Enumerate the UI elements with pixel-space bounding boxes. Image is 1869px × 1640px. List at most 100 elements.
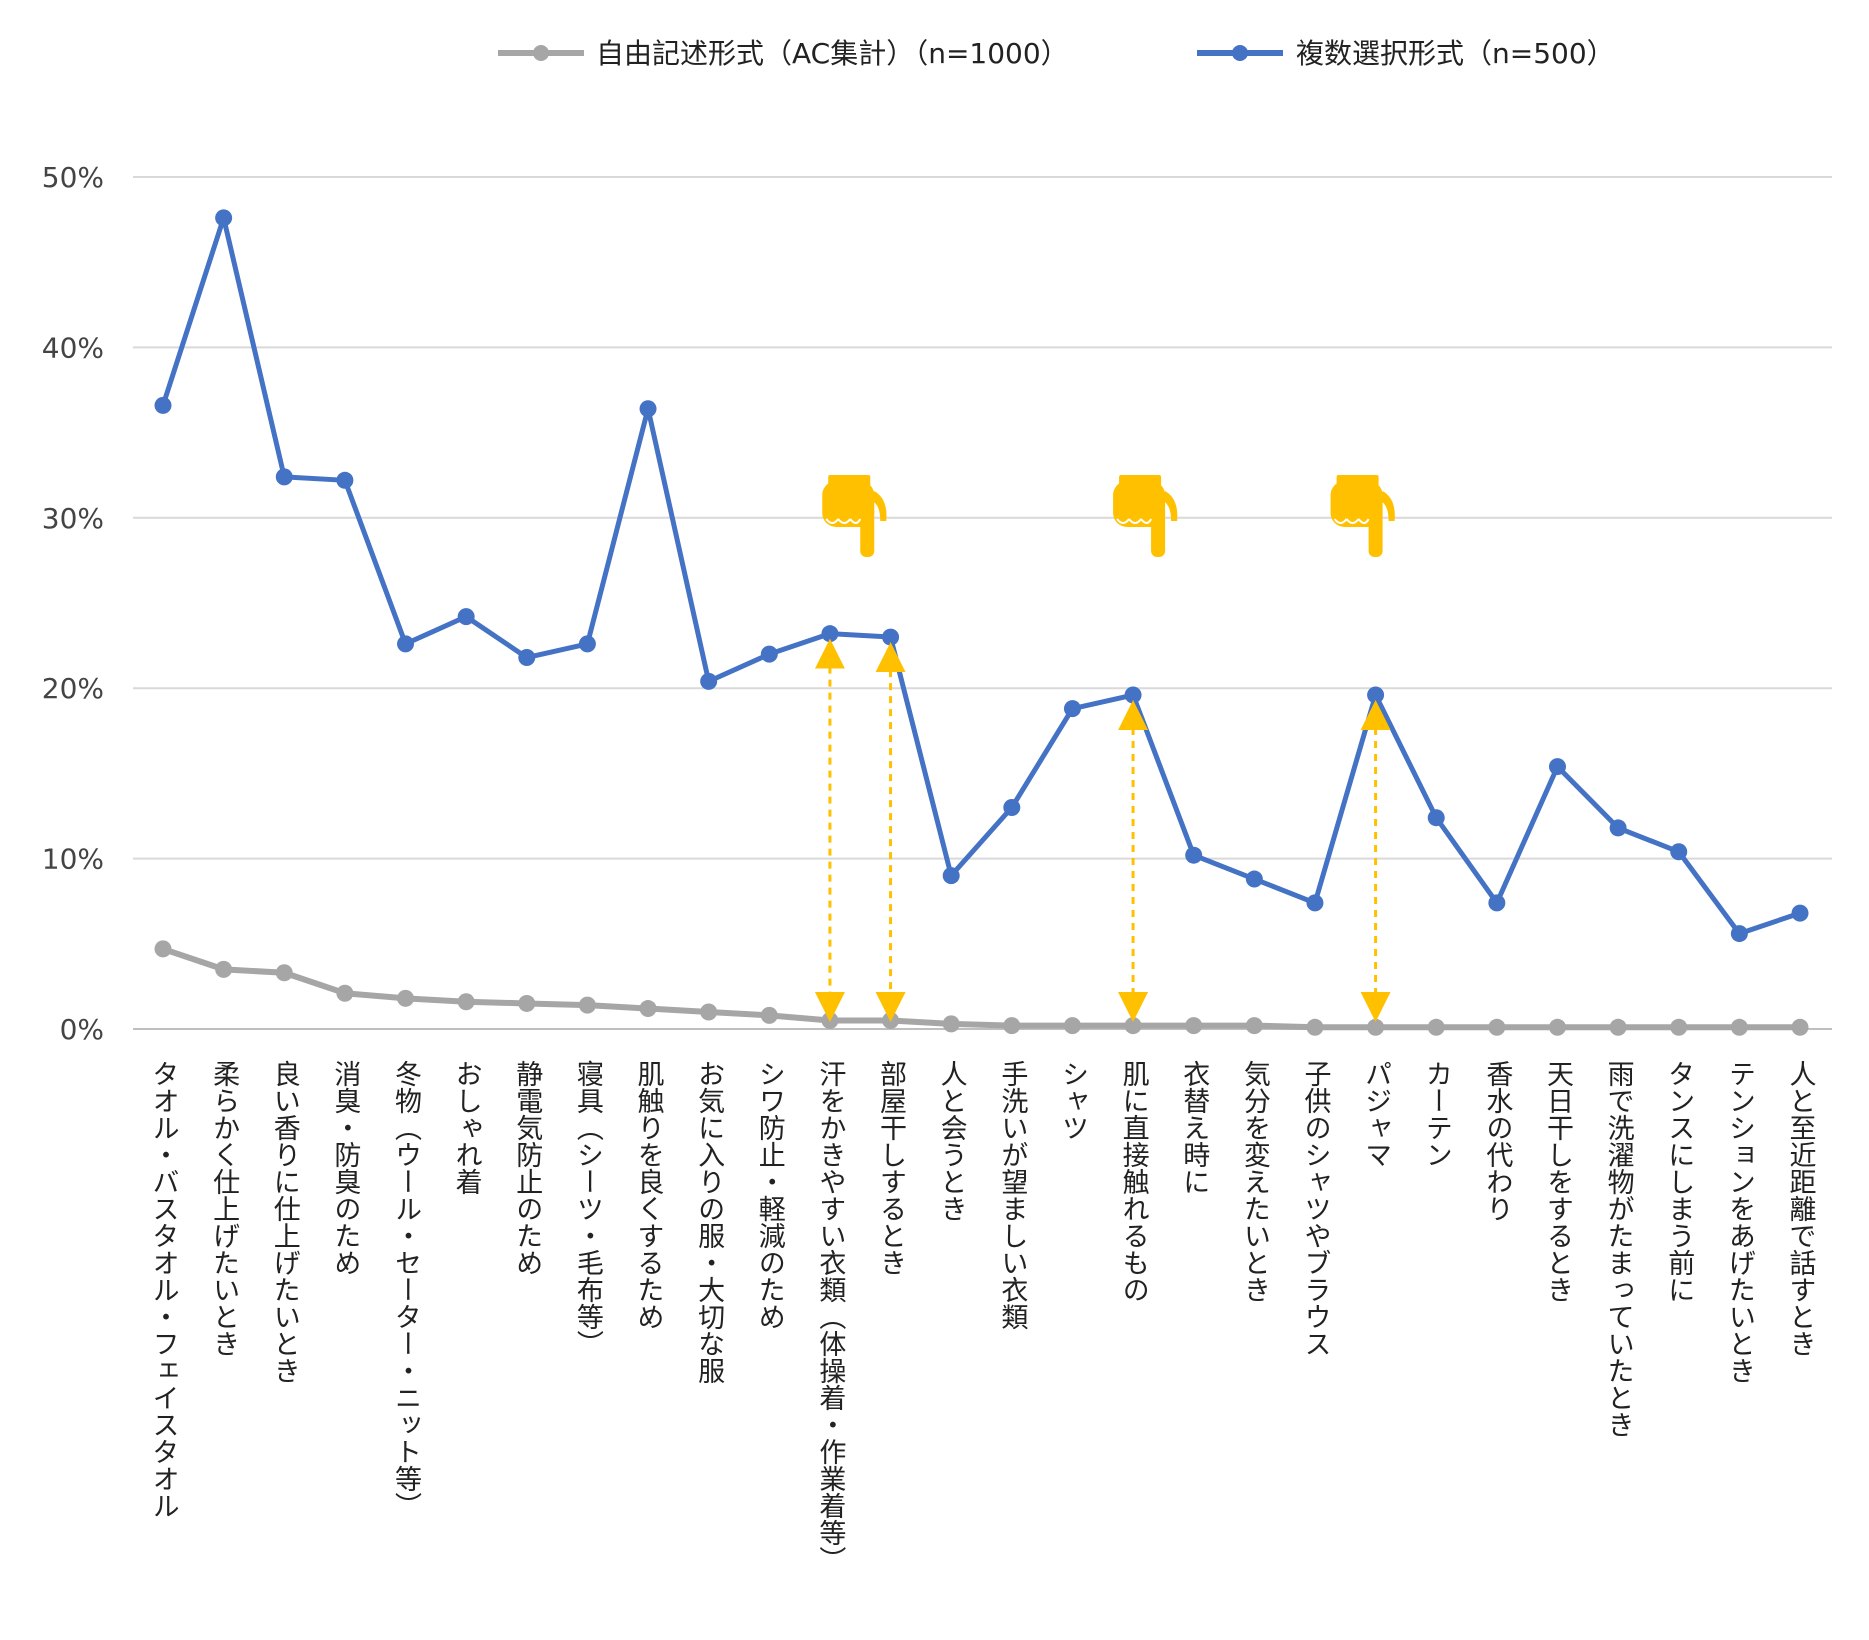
data-point[interactable] [1003, 1017, 1021, 1035]
data-point[interactable] [942, 1015, 960, 1033]
x-tick-label: タンスにしまう前に [1663, 1060, 1694, 1303]
data-point[interactable] [1488, 1018, 1506, 1036]
y-tick-label: 0% [60, 1013, 104, 1046]
data-point[interactable] [1367, 1018, 1385, 1036]
data-point[interactable] [1730, 1018, 1748, 1036]
data-point[interactable] [336, 471, 354, 489]
data-point[interactable] [1609, 819, 1627, 837]
x-tick-label: 静電気防止のため [511, 1060, 542, 1276]
data-point[interactable] [1670, 843, 1688, 861]
hand-cuff [828, 475, 871, 487]
data-point[interactable] [700, 1003, 718, 1021]
data-point[interactable] [1548, 758, 1566, 776]
x-tick-label: 汗をかきやすい衣類（体操着・作業着等） [814, 1060, 846, 1573]
pointing-hand-down-icon [822, 475, 887, 557]
x-tick-label: おしゃれ着 [451, 1060, 483, 1195]
data-point[interactable] [215, 209, 233, 227]
data-point[interactable] [578, 635, 596, 653]
data-point[interactable] [1185, 1017, 1203, 1035]
data-point[interactable] [457, 608, 475, 626]
data-point[interactable] [154, 396, 172, 414]
data-point[interactable] [1063, 700, 1081, 718]
x-tick-label: 天日干しをするとき [1542, 1060, 1573, 1303]
x-tick-label: 香水の代わり [1481, 1060, 1513, 1222]
legend-item-1[interactable]: 複数選択形式（n=500） [1197, 37, 1615, 70]
data-point[interactable] [1306, 1018, 1324, 1036]
x-tick-label: 肌触りを良くするため [633, 1060, 665, 1330]
series-line [160, 215, 1801, 937]
data-point[interactable] [1427, 1018, 1445, 1036]
data-point[interactable] [821, 625, 839, 643]
data-point[interactable] [639, 400, 657, 418]
data-point[interactable] [1548, 1018, 1566, 1036]
series-0 [154, 940, 1809, 1036]
data-point[interactable] [760, 1006, 778, 1024]
data-point[interactable] [1609, 1018, 1627, 1036]
x-tick-label: テンションをあげたいとき [1724, 1060, 1755, 1384]
hand-crease [1333, 518, 1370, 524]
data-point[interactable] [1367, 686, 1385, 704]
hand-finger [1368, 505, 1383, 557]
data-point[interactable] [639, 1000, 657, 1018]
y-tick-label: 50% [42, 161, 104, 194]
y-tick-label: 20% [42, 672, 104, 705]
data-point[interactable] [397, 989, 415, 1007]
pointing-hand-down-icon [1113, 475, 1178, 557]
data-point[interactable] [1791, 1018, 1809, 1036]
data-point[interactable] [1185, 846, 1203, 864]
data-point[interactable] [215, 960, 233, 978]
data-point[interactable] [1427, 809, 1445, 827]
data-point[interactable] [882, 1011, 900, 1029]
legend-item-0[interactable]: 自由記述形式（AC集計）（n=1000） [498, 37, 1069, 70]
x-tick-label: 冬物（ウール・セーター・ニット等） [390, 1060, 422, 1519]
hand-crease [825, 518, 862, 524]
hand-thumb [1163, 491, 1178, 521]
x-tick-label: 良い香りに仕上げたいとき [269, 1060, 301, 1384]
data-point[interactable] [1730, 925, 1748, 943]
data-point[interactable] [1670, 1018, 1688, 1036]
x-tick-label: 人と会うとき [936, 1060, 967, 1222]
x-tick-label: パジャマ [1360, 1060, 1391, 1168]
hand-finger [1151, 505, 1166, 557]
x-tick-label: 気分を変えたいとき [1239, 1060, 1270, 1303]
hand-cuff [1119, 475, 1162, 487]
data-point[interactable] [275, 964, 293, 982]
series-line [162, 946, 1800, 1031]
data-point[interactable] [397, 635, 415, 653]
x-tick-label: 子供のシャツやブラウス [1299, 1060, 1331, 1357]
data-point[interactable] [457, 993, 475, 1011]
data-point[interactable] [1791, 904, 1809, 922]
data-point[interactable] [275, 468, 293, 486]
data-point[interactable] [578, 996, 596, 1014]
hand-cuff [1336, 475, 1379, 487]
data-point[interactable] [336, 984, 354, 1002]
data-point[interactable] [1306, 894, 1324, 912]
data-point[interactable] [942, 867, 960, 885]
data-point[interactable] [518, 649, 536, 667]
data-point[interactable] [1124, 686, 1142, 704]
x-tick-label: 衣替え時に [1178, 1060, 1210, 1195]
x-tick-label: 肌に直接触れるもの [1118, 1060, 1150, 1303]
data-point[interactable] [760, 645, 778, 663]
x-tick-label: 雨で洗濯物がたまっていたとき [1603, 1060, 1635, 1438]
x-tick-label: お気に入りの服・大切な服 [693, 1060, 725, 1384]
data-point[interactable] [1003, 798, 1021, 816]
data-point[interactable] [518, 994, 536, 1012]
data-point[interactable] [1245, 870, 1263, 888]
data-point[interactable] [1488, 894, 1506, 912]
data-point[interactable] [154, 940, 172, 958]
data-point[interactable] [1245, 1017, 1263, 1035]
x-tick-label: 寝具（シーツ・毛布等） [572, 1060, 604, 1357]
data-point[interactable] [1124, 1017, 1142, 1035]
x-tick-label: シワ防止・軽減のため [754, 1060, 785, 1330]
data-point[interactable] [700, 672, 718, 690]
y-tick-label: 10% [42, 843, 104, 876]
y-tick-label: 40% [42, 331, 104, 364]
data-point[interactable] [1063, 1017, 1081, 1035]
data-point[interactable] [821, 1011, 839, 1029]
pointing-hand-down-icon [1330, 475, 1395, 557]
x-tick-label: カーテン [1421, 1060, 1452, 1168]
data-point[interactable] [882, 628, 900, 646]
